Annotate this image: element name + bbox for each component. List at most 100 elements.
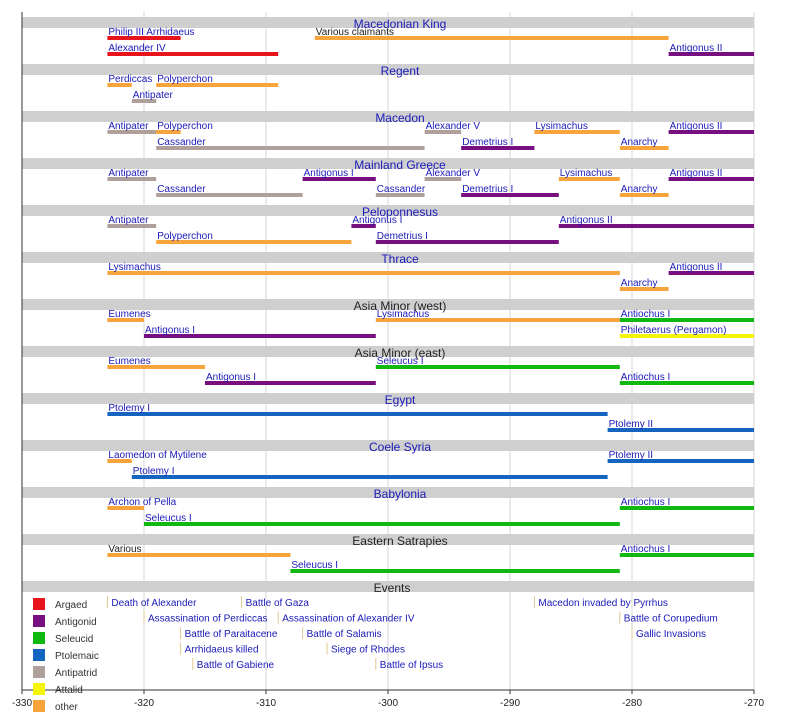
section-title: Peloponnesus <box>362 205 438 219</box>
event-label: Death of Alexander <box>111 598 197 609</box>
reign-label: Various claimants <box>316 27 394 38</box>
section-header-bar <box>22 111 754 122</box>
reign-label: Perdiccas <box>108 74 152 85</box>
legend-label: Antipatrid <box>55 668 97 679</box>
reign-bar <box>107 177 157 181</box>
reign-bar <box>424 130 462 134</box>
reign-label: Cassander <box>157 184 206 195</box>
reign-label: Seleucus I <box>377 356 424 367</box>
reign-label: Ptolemy II <box>609 419 653 430</box>
reign-bar <box>156 83 279 87</box>
reign-bar <box>107 412 608 416</box>
reign-label: Philip III Arrhidaeus <box>108 27 194 38</box>
legend-swatch <box>33 598 45 610</box>
reign-label: Antipater <box>108 215 149 226</box>
section-header-bar <box>22 299 754 310</box>
section-header-bar <box>22 534 754 545</box>
reign-label: Alexander IV <box>108 43 166 54</box>
reign-label: Antipater <box>108 168 149 179</box>
reign-bar <box>619 193 669 197</box>
event-label: Siege of Rhodes <box>331 645 405 656</box>
reign-label: Archon of Pella <box>108 497 176 508</box>
reign-bar <box>375 365 620 369</box>
reign-label: Antigonus II <box>670 262 723 273</box>
reign-label: Polyperchon <box>157 231 213 242</box>
legend-swatch <box>33 666 45 678</box>
reign-label: Antiochus I <box>621 309 670 320</box>
reign-bar <box>668 271 754 275</box>
reign-label: Antigonus I <box>352 215 402 226</box>
reign-bar <box>107 83 132 87</box>
reign-label: Eumenes <box>108 309 150 320</box>
section-title: Coele Syria <box>369 440 431 454</box>
event-label: Battle of Corupedium <box>624 614 718 625</box>
x-tick-label: -300 <box>378 698 398 709</box>
legend-label: Attalid <box>55 685 83 696</box>
reign-bar <box>290 569 620 573</box>
reign-bar <box>619 318 754 322</box>
reign-label: Polyperchon <box>157 74 213 85</box>
x-tick-label: -280 <box>622 698 642 709</box>
reign-label: Ptolemy II <box>609 450 653 461</box>
reign-bar <box>107 36 181 40</box>
reign-label: Antigonus I <box>206 372 256 383</box>
section-header-bar <box>22 581 754 592</box>
reign-label: Antiochus I <box>621 544 670 555</box>
reign-label: Cassander <box>157 137 206 148</box>
legend-label: Ptolemaic <box>55 651 99 662</box>
reign-bar <box>107 459 132 463</box>
legend-label: other <box>55 702 78 713</box>
section-title: Mainland Greece <box>354 158 446 172</box>
reign-bar <box>131 99 157 103</box>
legend-swatch <box>33 649 45 661</box>
reign-bar <box>107 224 157 228</box>
reign-label: Demetrius I <box>462 137 513 148</box>
reign-label: Polyperchon <box>157 121 213 132</box>
event-label: Battle of Salamis <box>307 629 382 640</box>
reign-bar <box>558 177 620 181</box>
reign-bar <box>619 146 669 150</box>
reign-label: Ptolemy I <box>133 466 175 477</box>
event-label: Battle of Paraitacene <box>185 629 278 640</box>
x-tick-label: -290 <box>500 698 520 709</box>
section-title: Thrace <box>381 252 419 266</box>
reign-bar <box>156 193 303 197</box>
reign-label: Antigonus II <box>670 43 723 54</box>
x-tick-label: -310 <box>256 698 276 709</box>
section-header-bar <box>22 205 754 216</box>
section-header-bar <box>22 393 754 404</box>
reign-bar <box>314 36 669 40</box>
reign-label: Antigonus II <box>670 168 723 179</box>
event-label: Arrhidaeus killed <box>185 645 259 656</box>
reign-bar <box>668 177 754 181</box>
reign-bar <box>205 381 376 385</box>
reign-bar <box>668 130 754 134</box>
x-tick-label: -320 <box>134 698 154 709</box>
reign-bar <box>375 193 425 197</box>
section-header-bar <box>22 64 754 75</box>
reign-bar <box>107 506 144 510</box>
section-title: Eastern Satrapies <box>352 534 447 548</box>
section-title: Babylonia <box>374 487 427 501</box>
reign-bar <box>558 224 754 228</box>
x-tick-label: -330 <box>12 698 32 709</box>
reign-label: Lysimachus <box>560 168 612 179</box>
reign-bar <box>107 52 279 56</box>
section-header-bar <box>22 158 754 169</box>
reign-bar <box>144 334 376 338</box>
reign-bar <box>461 193 559 197</box>
reign-bar <box>107 130 157 134</box>
section-title: Events <box>374 581 411 595</box>
reign-bar <box>619 334 754 338</box>
reign-bar <box>156 240 352 244</box>
reign-label: Anarchy <box>621 278 658 289</box>
reign-bar <box>668 52 754 56</box>
event-label: Assassination of Alexander IV <box>282 614 415 625</box>
reign-bar <box>131 475 608 479</box>
event-label: Battle of Ipsus <box>380 660 443 671</box>
section-title: Asia Minor (west) <box>354 299 447 313</box>
reign-label: Antigonus I <box>304 168 354 179</box>
reign-label: Antiochus I <box>621 497 670 508</box>
event-label: Macedon invaded by Pyrrhus <box>538 598 668 609</box>
